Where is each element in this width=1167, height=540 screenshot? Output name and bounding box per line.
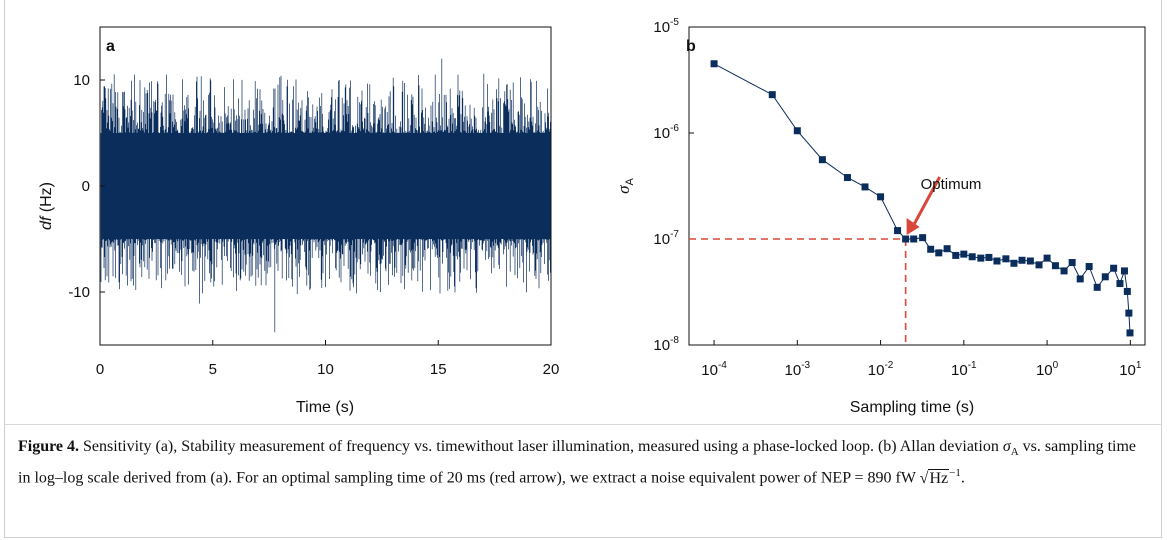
allan-point [1120,267,1128,275]
allan-point [1010,259,1018,267]
x-tick-label: 5 [209,361,217,378]
allan-point [818,156,826,164]
y-tick-label: 0 [82,178,90,195]
panel-b-axes-box [688,26,1146,346]
sqrt-body: Hz [928,468,950,487]
panel-a-xlabel: Time (s) [296,399,354,416]
allan-point [1125,309,1133,317]
allan-line [713,63,1131,333]
arrow-head [906,218,920,235]
caption-end: . [960,469,965,487]
panel-a: a 0 5 10 15 20 10 0 -10 Time (s) df (Hz) [38,26,559,416]
caption-sigma: σ [1002,438,1011,455]
x-tick-label: 0 [96,361,104,378]
allan-point [1026,257,1034,265]
caption-label: Figure 4. [18,438,80,455]
allan-point [877,193,885,201]
allan-point [902,235,910,243]
x-tick-label: 100 [1036,360,1059,379]
allan-point [1018,256,1026,264]
panel-a-ticks: 0 5 10 15 20 10 0 -10 [68,72,559,378]
x-tick-label: 10 [317,361,334,378]
allan-point [1116,280,1124,288]
allan-point [1002,255,1010,263]
allan-point [935,249,943,257]
x-tick-label: 10-3 [785,360,811,379]
allan-point [977,254,985,262]
allan-point [1123,287,1131,295]
caption-sigma-sub: A [1010,446,1019,459]
allan-point [1076,275,1084,283]
allan-point [843,174,851,182]
allan-point [1035,261,1043,269]
allan-point [952,251,960,259]
y-tick-label: 10-6 [653,123,679,142]
panel-b-label: b [686,38,696,55]
allan-point [1126,329,1134,337]
x-tick-label: 20 [543,361,560,378]
panel-b: b 10-4 10-3 10-2 10-1 100 101 10-5 10-6 10-7 10-8… [614,17,1146,416]
x-tick-label: 10-1 [951,360,977,379]
panel-b-optimum-guides [689,238,907,345]
x-tick-label: 10-2 [868,360,894,379]
allan-point [1060,267,1068,275]
noise-spikes [100,58,551,333]
allan-point [1110,264,1118,272]
allan-point [894,227,902,235]
caption-sqrt: √Hz [919,468,950,489]
panel-a-ylabel: df (Hz) [38,182,55,230]
x-tick-label: 10-4 [701,360,727,379]
y-tick-label: 10 [73,72,90,89]
allan-point [985,253,993,261]
y-tick-label: 10-8 [653,335,679,354]
allan-point [1068,259,1076,267]
allan-point [1051,262,1059,270]
allan-point [919,234,927,242]
panel-b-ylabel: σA [614,177,636,193]
panel-a-noise-trace [100,58,551,333]
allan-point [1043,254,1051,262]
y-tick-label: 10-7 [653,229,679,248]
allan-point [910,235,918,243]
caption-divider [4,424,1162,425]
figure-caption: Figure 4. Sensitivity (a), Stability mea… [18,436,1148,489]
allan-point [960,250,968,258]
allan-point [993,257,1001,265]
x-tick-label: 101 [1119,360,1142,379]
allan-point [968,253,976,261]
arrow-shaft [911,176,941,228]
panel-b-data [710,60,1134,337]
caption-text-1: Sensitivity (a), Stability measurement o… [79,438,1003,455]
x-tick-label: 15 [430,361,447,378]
optimum-label: Optimum [921,176,982,193]
sqrt-symbol: √ [919,469,929,487]
allan-point [1085,263,1093,271]
optimum-arrow [906,176,941,235]
panel-b-ticks: 10-4 10-3 10-2 10-1 100 101 10-5 10-6 10-7 10-8 [653,17,1141,379]
caption-text-2: vs. sampling time in log–log scale deriv… [18,438,1136,487]
allan-point [793,127,801,135]
y-tick-label: -10 [68,284,90,301]
allan-point [1093,283,1101,291]
panel-b-xlabel: Sampling time (s) [850,399,974,416]
sqrt-exponent: −1 [949,467,961,480]
allan-point [1101,273,1109,281]
allan-point [927,245,935,253]
allan-point [710,60,718,68]
allan-point [943,245,951,253]
allan-point [861,183,869,191]
panel-a-label: a [106,38,115,55]
y-tick-label: 10-5 [653,17,679,36]
allan-point [768,91,776,99]
